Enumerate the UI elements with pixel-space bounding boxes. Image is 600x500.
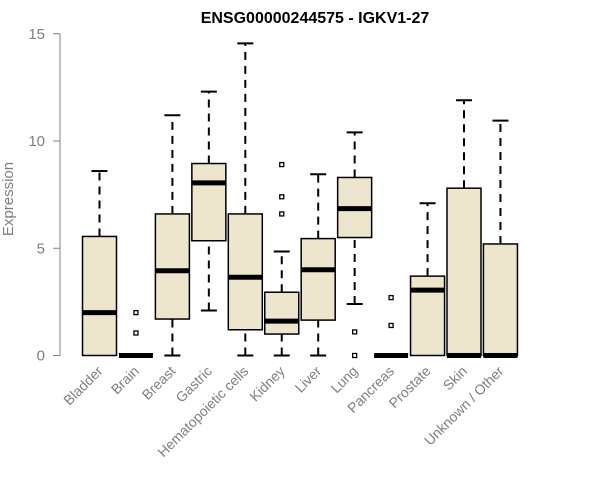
y-axis: 0 5 10 15 [28,26,61,365]
y-axis-label: Expression [0,162,17,236]
x-tick-label: Liver [292,363,325,396]
outlier-point [279,161,285,168]
box-kidney [264,161,300,357]
box-breast [154,114,191,357]
iqr-box [446,187,482,357]
outlier-point [388,322,394,329]
iqr-box [81,235,118,357]
y-tick-label: 0 [37,348,45,365]
box-liver [300,173,336,357]
outlier-point [279,194,285,200]
box-brain [118,309,153,358]
box-prostate [409,202,446,357]
outlier-point [133,330,139,336]
outlier-point [279,211,285,217]
x-tick-label: Kidney [246,363,288,405]
outlier-point [133,309,139,316]
x-tick-label: Bladder [60,363,106,409]
x-tick-label: Skin [440,363,471,394]
y-tick-label: 10 [28,133,45,150]
iqr-box [191,162,227,242]
box-lung [336,131,373,359]
y-tick-label: 5 [37,240,45,257]
iqr-box [300,237,336,321]
box-hematopoietic-cells [227,42,264,357]
iqr-box [264,291,300,335]
iqr-box [154,213,191,320]
box-gastric [191,90,227,312]
plot-area [81,42,519,359]
x-tick-label: Breast [139,363,179,403]
outlier-point [351,352,358,359]
iqr-box [227,213,264,331]
x-tick-label: Brain [108,363,142,397]
box-unknown-other [482,119,519,358]
iqr-box [482,243,519,357]
y-tick-label: 15 [28,26,45,43]
outlier-point [388,294,394,301]
box-skin [446,99,482,358]
chart-title: ENSG00000244575 - IGKV1-27 [201,10,430,27]
outlier-point [351,329,358,335]
x-tick-label: Lung [327,363,360,396]
box-pancreas [374,294,409,358]
box-bladder [81,170,118,357]
